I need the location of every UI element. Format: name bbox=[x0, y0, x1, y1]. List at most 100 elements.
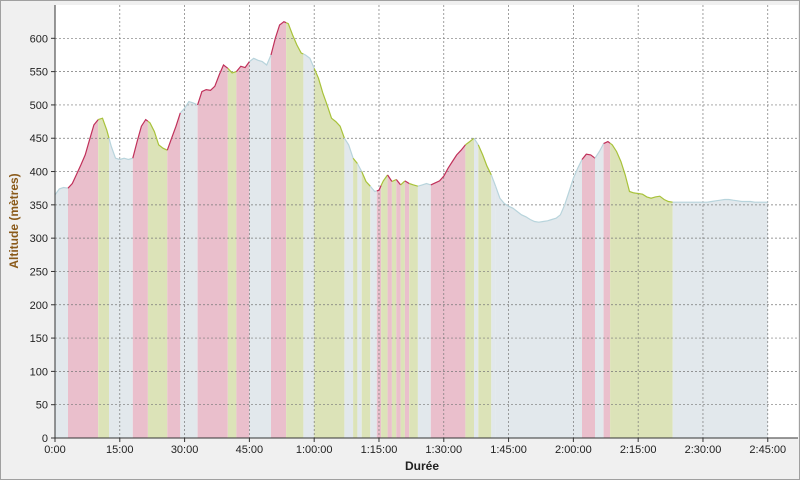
segment-descent-34 bbox=[478, 144, 492, 438]
y-tick-label-9: 450 bbox=[30, 133, 48, 145]
profile-line-flat-21 bbox=[369, 185, 377, 193]
profile-line-descent-16 bbox=[313, 68, 345, 139]
profile-line-flat-12 bbox=[249, 54, 272, 66]
segment-climb-31 bbox=[430, 144, 466, 438]
segment-climb-22 bbox=[376, 185, 382, 438]
segment-flat-4 bbox=[119, 158, 133, 438]
segment-descent-25 bbox=[391, 179, 397, 438]
segment-flat-21 bbox=[370, 186, 377, 438]
segment-descent-23 bbox=[381, 174, 388, 438]
segment-flat-3 bbox=[109, 138, 120, 438]
profile-line-descent-10 bbox=[227, 67, 237, 74]
segment-flat-15 bbox=[303, 54, 315, 438]
x-tick-label-4: 1:00:00 bbox=[296, 444, 333, 456]
segment-descent-10 bbox=[227, 68, 237, 439]
y-tick-label-5: 250 bbox=[30, 266, 48, 278]
segment-climb-5 bbox=[132, 119, 148, 438]
segment-flat-30 bbox=[417, 183, 431, 438]
segment-flat-17 bbox=[344, 138, 354, 438]
profile-line-descent-25 bbox=[391, 178, 397, 183]
profile-line-climb-9 bbox=[197, 64, 229, 106]
profile-line-climb-31 bbox=[430, 144, 466, 186]
x-tick-label-11: 2:45:00 bbox=[749, 444, 786, 456]
profile-line-climb-22 bbox=[376, 185, 382, 192]
profile-line-climb-7 bbox=[166, 112, 181, 151]
segment-flat-0 bbox=[55, 187, 68, 438]
profile-lines bbox=[54, 21, 768, 223]
segment-climb-26 bbox=[396, 179, 401, 438]
profile-line-descent-20 bbox=[361, 171, 371, 187]
profile-line-flat-0 bbox=[54, 186, 69, 196]
x-tick-label-8: 2:00:00 bbox=[555, 444, 592, 456]
profile-line-flat-15 bbox=[303, 53, 315, 69]
segment-flat-38 bbox=[595, 143, 604, 438]
segment-climb-9 bbox=[197, 65, 228, 438]
segment-climb-37 bbox=[582, 154, 595, 438]
segment-flat-36 bbox=[495, 159, 582, 438]
segment-descent-32 bbox=[465, 138, 474, 438]
x-tick-label-9: 2:15:00 bbox=[620, 444, 657, 456]
y-tick-label-4: 200 bbox=[30, 300, 48, 312]
x-ticks: 0:00 15:00 30:00 45:00 1:00:00 1:15:00 1:30:00… bbox=[44, 438, 786, 456]
segment-descent-29 bbox=[409, 183, 418, 438]
profile-line-descent-27 bbox=[400, 180, 406, 186]
x-axis-title: Durée bbox=[405, 459, 439, 473]
profile-line-climb-26 bbox=[395, 179, 402, 186]
profile-line-descent-14 bbox=[285, 22, 304, 55]
segment-climb-11 bbox=[236, 61, 250, 438]
y-ticks: 0 50 100 150 200 250 300 350 400 450 500 550 600 bbox=[30, 33, 55, 445]
segment-descent-27 bbox=[400, 180, 405, 438]
x-tick-label-3: 45:00 bbox=[236, 444, 264, 456]
profile-line-climb-24 bbox=[387, 174, 393, 182]
y-tick-label-0: 0 bbox=[42, 433, 48, 445]
segment-descent-2 bbox=[98, 118, 109, 438]
segment-flat-33 bbox=[474, 138, 479, 438]
profile-line-climb-5 bbox=[132, 118, 149, 159]
y-tick-label-3: 150 bbox=[30, 333, 48, 345]
segment-climb-24 bbox=[387, 174, 392, 438]
profile-line-climb-11 bbox=[235, 61, 250, 72]
segment-climb-7 bbox=[167, 112, 181, 439]
profile-line-flat-36 bbox=[495, 159, 583, 223]
segment-climb-13 bbox=[271, 21, 287, 438]
profile-line-flat-38 bbox=[594, 143, 605, 159]
profile-line-climb-13 bbox=[270, 21, 287, 56]
profile-line-climb-1 bbox=[67, 119, 99, 189]
segment-descent-40 bbox=[610, 143, 673, 438]
y-tick-label-8: 400 bbox=[30, 167, 48, 179]
y-tick-label-7: 350 bbox=[30, 200, 48, 212]
y-tick-label-10: 500 bbox=[30, 100, 48, 112]
segment-descent-14 bbox=[286, 22, 304, 438]
segment-flat-12 bbox=[249, 55, 271, 438]
profile-line-flat-4 bbox=[119, 157, 133, 161]
y-tick-label-6: 300 bbox=[30, 233, 48, 245]
segment-flat-41 bbox=[672, 199, 768, 438]
profile-line-descent-32 bbox=[465, 137, 475, 146]
segment-descent-6 bbox=[147, 121, 168, 438]
profile-line-flat-33 bbox=[473, 137, 479, 146]
x-tick-label-1: 15:00 bbox=[106, 444, 134, 456]
x-tick-label-10: 2:30:00 bbox=[685, 444, 722, 456]
profile-line-flat-35 bbox=[490, 174, 497, 187]
profile-line-climb-37 bbox=[581, 153, 596, 160]
segment-flat-35 bbox=[491, 174, 496, 438]
x-tick-label-7: 1:45:00 bbox=[490, 444, 527, 456]
profile-line-descent-18 bbox=[352, 157, 358, 164]
y-tick-label-2: 100 bbox=[30, 366, 48, 378]
x-tick-label-0: 0:00 bbox=[44, 444, 65, 456]
profile-line-flat-41 bbox=[672, 198, 768, 203]
segment-climb-39 bbox=[603, 141, 611, 438]
profile-line-climb-39 bbox=[603, 140, 611, 145]
profile-line-descent-34 bbox=[477, 144, 492, 176]
profile-line-flat-17 bbox=[343, 137, 354, 159]
profile-line-flat-30 bbox=[417, 182, 431, 187]
segment-climb-28 bbox=[404, 180, 410, 438]
y-tick-label-1: 50 bbox=[36, 400, 48, 412]
profile-line-flat-3 bbox=[108, 138, 120, 161]
profile-line-descent-23 bbox=[380, 174, 389, 186]
profile-line-descent-6 bbox=[147, 120, 168, 151]
y-tick-label-12: 600 bbox=[30, 33, 48, 45]
segment-flat-19 bbox=[357, 163, 362, 438]
gridlines bbox=[55, 5, 798, 438]
